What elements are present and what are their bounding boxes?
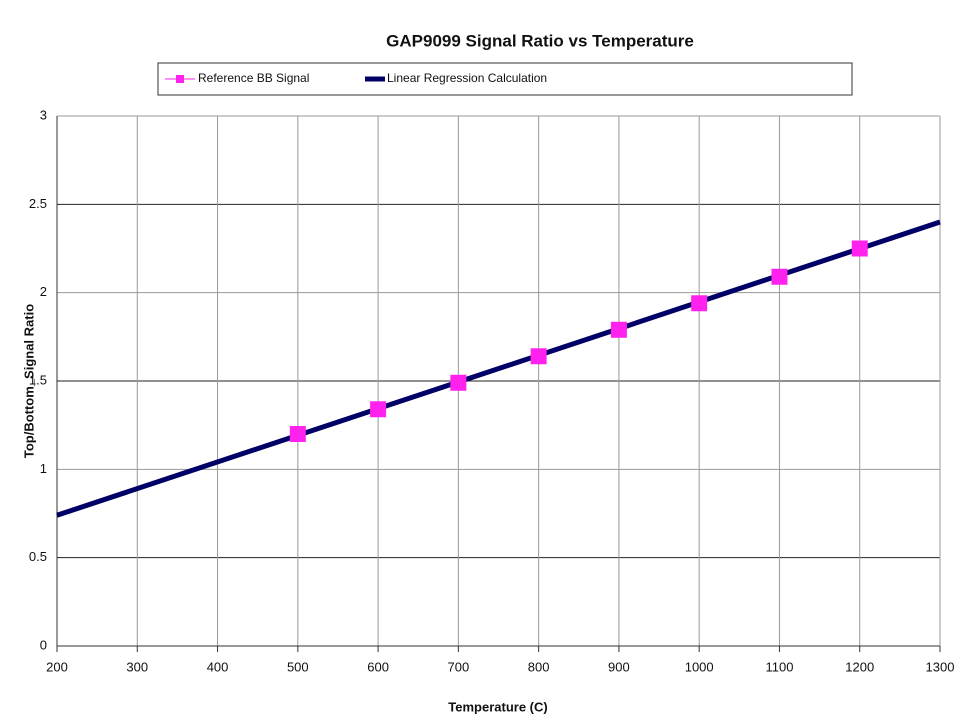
x-tick-label: 500: [287, 659, 309, 674]
data-point: [370, 401, 387, 418]
x-tick-label: 400: [207, 659, 229, 674]
data-point: [691, 295, 708, 312]
legend-box: [157, 62, 853, 96]
x-axis-title: Temperature (C): [448, 699, 547, 714]
chart-title: GAP9099 Signal Ratio vs Temperature: [386, 31, 694, 50]
data-point: [771, 268, 788, 285]
x-tick-label: 300: [126, 659, 148, 674]
x-tick-label: 600: [367, 659, 389, 674]
x-tick-label: 1300: [926, 659, 955, 674]
x-tick-label: 800: [528, 659, 550, 674]
x-tick-label: 900: [608, 659, 630, 674]
data-point: [530, 348, 547, 365]
legend-label: Linear Regression Calculation: [387, 71, 547, 85]
data-point: [289, 426, 306, 442]
x-tick-label: 1200: [845, 659, 874, 674]
x-tick-label: 1100: [765, 659, 793, 674]
y-tick-label: 3: [40, 107, 47, 122]
data-point: [610, 321, 627, 338]
x-tick-label: 1000: [685, 659, 714, 674]
data-point: [851, 240, 868, 257]
x-tick-label: 200: [46, 659, 68, 674]
data-point: [450, 374, 467, 391]
y-tick-label: 2: [40, 284, 47, 299]
legend-swatch: [176, 75, 184, 83]
regression-line: [56, 219, 941, 518]
y-tick-label: 2.5: [29, 196, 47, 211]
y-tick-label: 0.5: [29, 549, 47, 564]
legend-label: Reference BB Signal: [198, 71, 309, 85]
y-tick-label: 1: [40, 461, 47, 476]
y-tick-label: 0: [40, 637, 47, 652]
y-axis-title: Top/Bottom_Signal Ratio: [21, 304, 36, 458]
x-tick-label: 700: [448, 659, 470, 674]
y-tick-label: 1.5: [29, 372, 47, 387]
